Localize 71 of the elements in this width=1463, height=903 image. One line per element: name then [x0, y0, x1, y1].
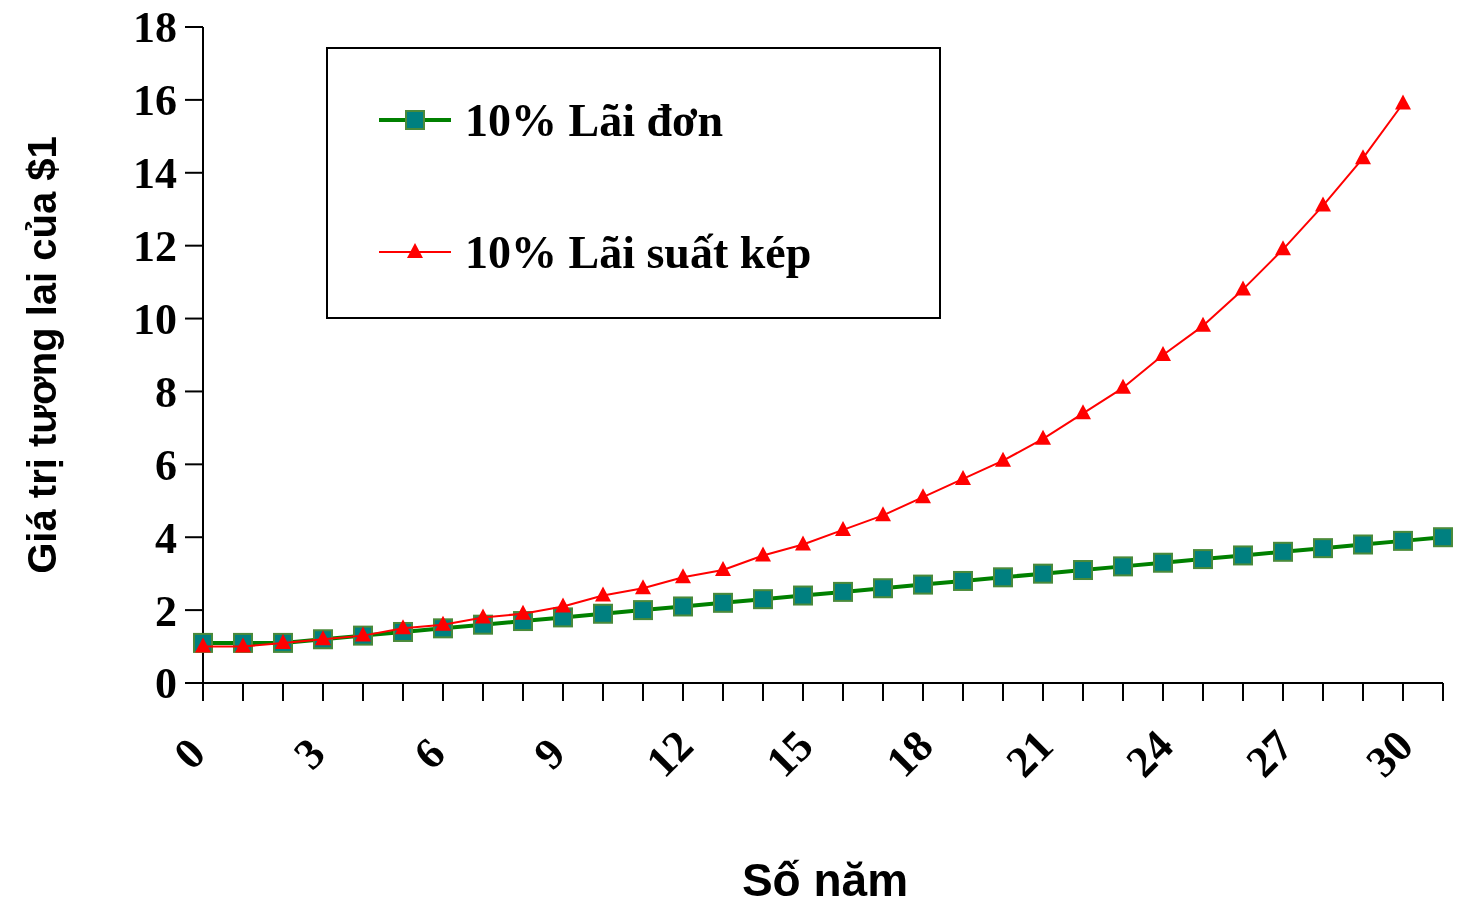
point — [1273, 541, 1293, 562]
point — [1233, 545, 1253, 566]
point — [633, 600, 653, 621]
point — [1153, 552, 1173, 573]
point — [1433, 527, 1453, 548]
point — [1313, 538, 1333, 559]
point — [1075, 404, 1091, 420]
y-tick-label: 18 — [133, 3, 177, 53]
point — [873, 578, 893, 599]
point — [1235, 280, 1251, 296]
y-tick-label: 14 — [133, 149, 177, 199]
point — [955, 469, 971, 485]
x-tick-label: 15 — [756, 720, 823, 787]
point — [595, 586, 611, 602]
y-tick-label: 2 — [155, 586, 177, 636]
point — [593, 603, 613, 624]
x-tick-label: 9 — [524, 728, 575, 779]
legend-label: 10% Lãi đơn — [465, 95, 724, 147]
point — [1155, 346, 1171, 361]
point — [515, 604, 531, 620]
point — [1315, 196, 1331, 212]
y-axis-title: Giá trị tương lai của $1 — [20, 136, 64, 574]
y-tick-label: 16 — [133, 76, 177, 126]
point — [475, 608, 491, 624]
y-tick-label: 6 — [155, 440, 177, 490]
point — [555, 597, 571, 613]
point — [875, 506, 891, 522]
point — [753, 589, 773, 610]
point — [1115, 378, 1131, 394]
point — [1035, 429, 1051, 445]
point — [1275, 240, 1291, 256]
y-tick-label: 8 — [155, 367, 177, 417]
legend-label: 10% Lãi suất kép — [465, 227, 812, 279]
point — [1193, 549, 1213, 570]
point — [913, 574, 933, 595]
point — [795, 535, 811, 551]
point — [993, 567, 1013, 588]
y-tick-label: 12 — [133, 222, 177, 272]
point — [635, 579, 651, 595]
point — [1195, 316, 1211, 332]
point — [1395, 94, 1411, 110]
x-tick-label: 12 — [636, 720, 703, 787]
point — [953, 570, 973, 591]
point — [1033, 563, 1053, 584]
point — [1355, 149, 1371, 165]
point — [1073, 560, 1093, 581]
point — [1353, 534, 1373, 555]
point — [673, 596, 693, 617]
point — [835, 520, 851, 536]
point — [755, 546, 771, 562]
point — [675, 568, 691, 584]
x-tick-label: 6 — [404, 728, 455, 779]
point — [395, 619, 411, 635]
y-tick-label: 4 — [155, 513, 177, 563]
point — [915, 488, 931, 504]
x-tick-label: 24 — [1116, 720, 1183, 787]
x-tick-label: 30 — [1356, 720, 1423, 787]
point — [1393, 530, 1413, 551]
x-tick-label: 3 — [284, 728, 335, 779]
x-tick-label: 21 — [996, 720, 1063, 787]
point — [833, 581, 853, 602]
y-tick-label: 10 — [133, 294, 177, 344]
x-tick-label: 27 — [1236, 720, 1303, 787]
y-tick-label: 0 — [155, 659, 177, 709]
x-tick-label: 18 — [876, 720, 943, 787]
point — [713, 592, 733, 613]
point — [793, 585, 813, 606]
point — [1113, 556, 1133, 577]
point — [715, 561, 731, 577]
x-axis-title: Số năm — [741, 854, 909, 903]
point — [995, 451, 1011, 467]
